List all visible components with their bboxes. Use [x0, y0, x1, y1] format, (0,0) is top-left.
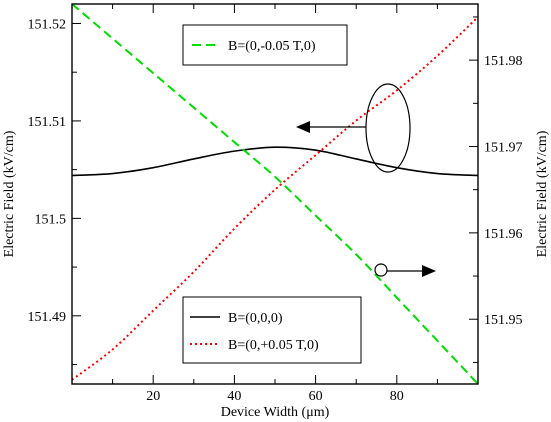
- y-left-tick-label: 151.5: [35, 212, 67, 227]
- x-tick-label: 20: [146, 389, 160, 404]
- annotations: [296, 83, 436, 277]
- axis-ticks: [72, 4, 478, 384]
- y-right-tick-label: 151.97: [484, 141, 523, 156]
- legend-label-b-plus: B=(0,+0.05 T,0): [228, 338, 319, 353]
- y-right-tick-label: 151.98: [484, 54, 523, 69]
- y-left-axis-title: Electric Field (kV/cm): [2, 130, 17, 257]
- axis-labels: 20 40 60 80 151.49 151.5 151.51 151.52 151.95 151…: [2, 17, 550, 420]
- legend-bottom: B=(0,0,0) B=(0,+0.05 T,0): [182, 296, 362, 364]
- series-b-plus-line: [71, 16, 479, 381]
- left-arrow-head: [296, 121, 310, 133]
- legend-label-b-minus: B=(0,-0.05 T,0): [228, 39, 316, 54]
- x-tick-label: 80: [390, 389, 404, 404]
- x-tick-label: 40: [227, 389, 241, 404]
- y-left-tick-label: 151.52: [28, 17, 67, 32]
- right-arrow-head: [422, 265, 436, 277]
- y-right-tick-label: 151.96: [484, 227, 523, 242]
- y-right-tick-label: 151.95: [484, 313, 523, 328]
- series-b-minus-line: [71, 3, 479, 385]
- y-left-tick-label: 151.49: [28, 310, 67, 325]
- series-b-zero-line: [71, 146, 479, 177]
- x-tick-label: 60: [309, 389, 323, 404]
- data-curves: [71, 3, 479, 385]
- legend-top: B=(0,-0.05 T,0): [182, 24, 348, 66]
- bracket-circle: [374, 263, 388, 277]
- legend-bottom-box: [182, 296, 362, 364]
- legend-label-b-zero: B=(0,0,0): [228, 311, 283, 326]
- y-left-tick-label: 151.51: [28, 115, 67, 130]
- bracket-ellipse: [365, 83, 411, 173]
- y-right-axis-title: Electric Field (kV/cm): [535, 130, 550, 257]
- x-axis-title: Device Width (μm): [221, 405, 330, 420]
- plot-frame: [71, 3, 479, 385]
